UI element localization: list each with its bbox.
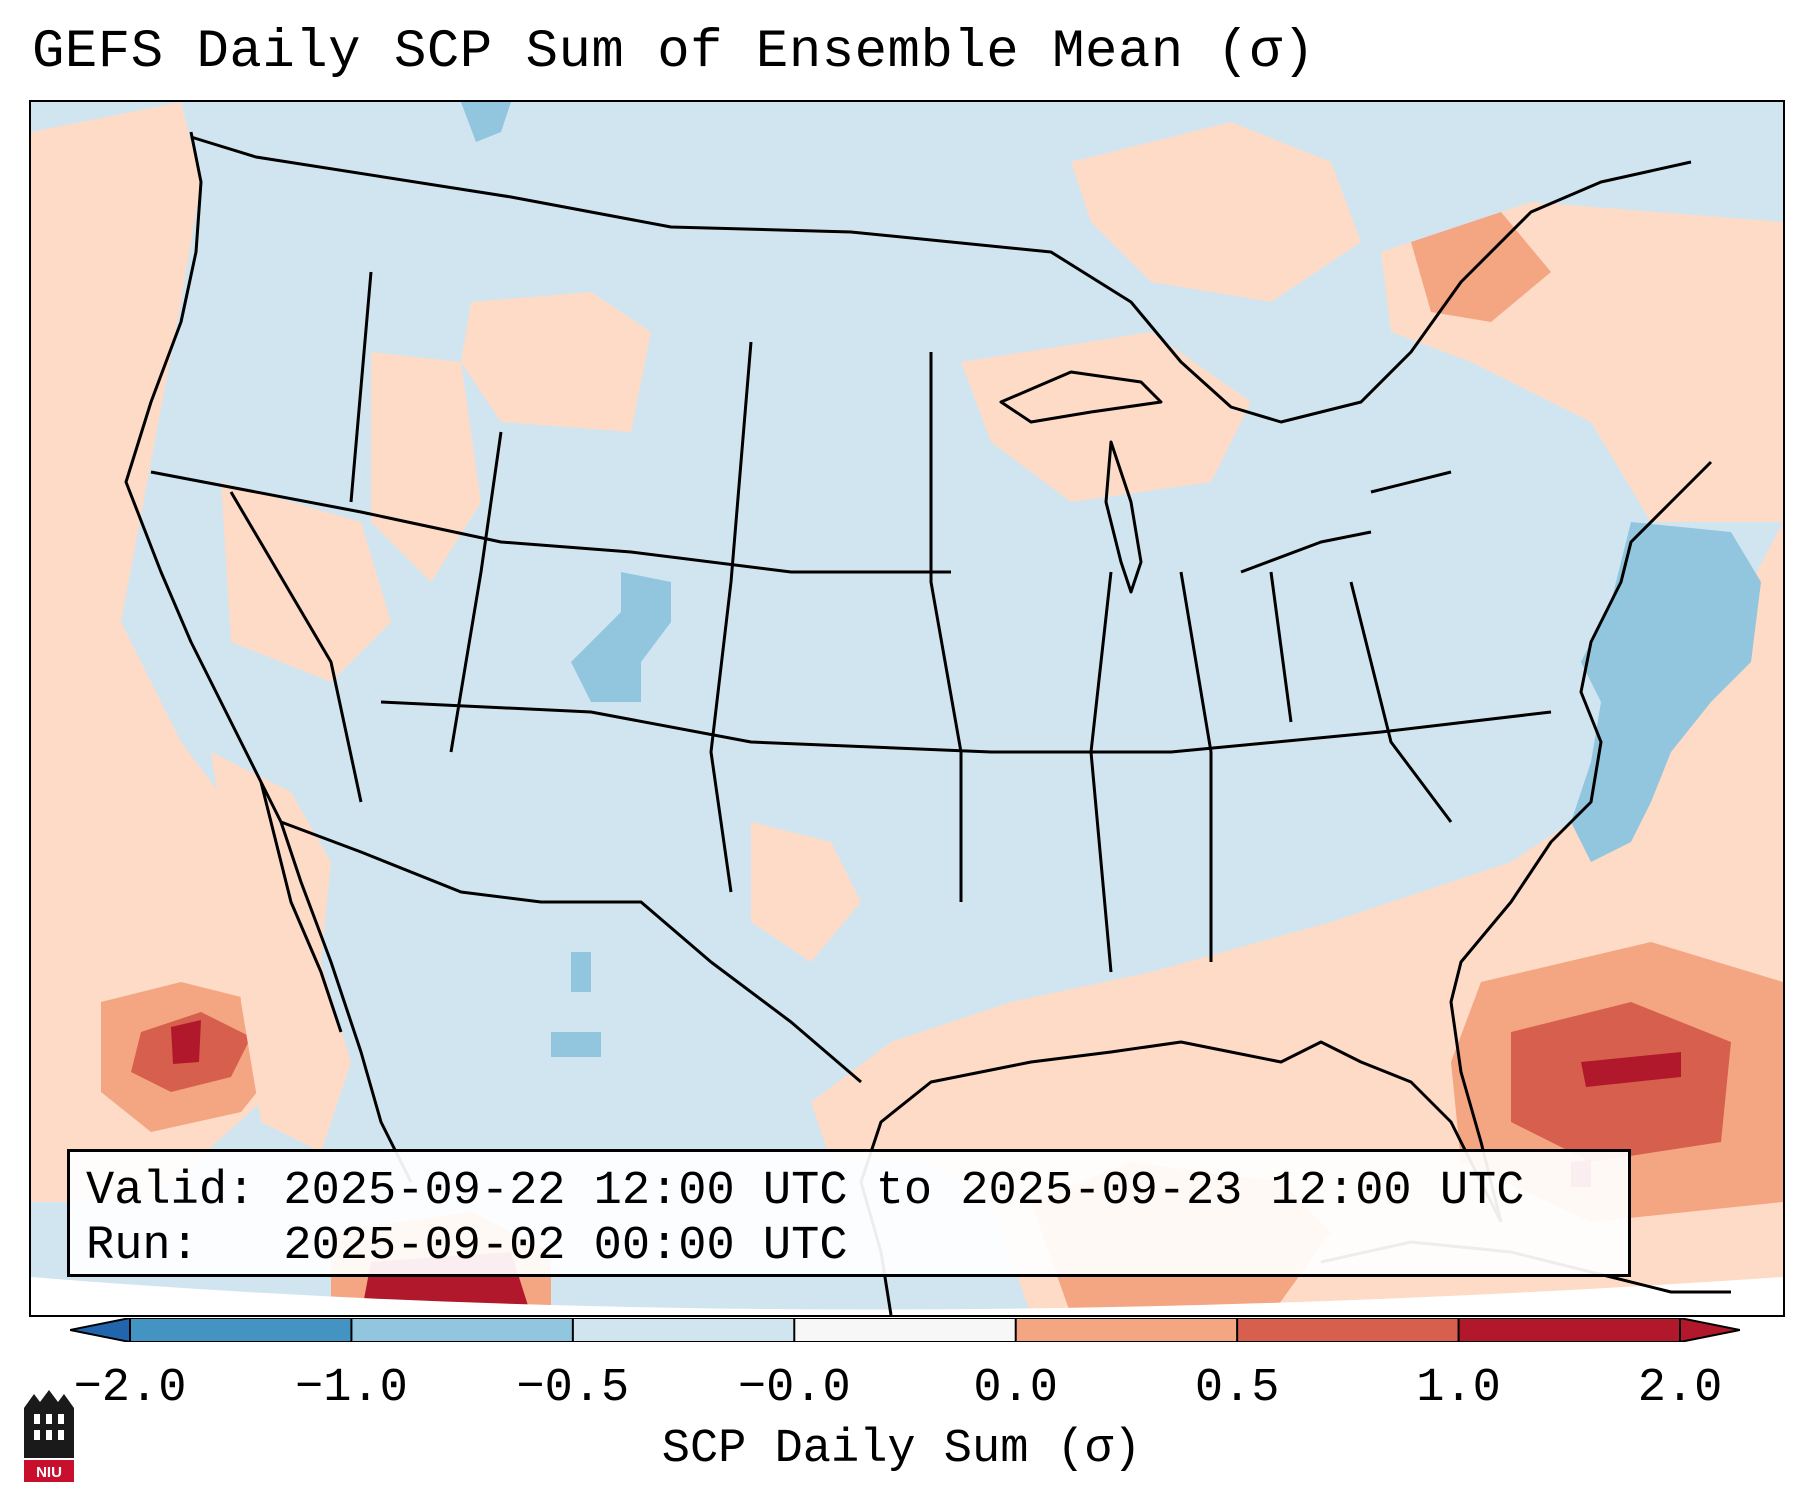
atlantic-coastline [1449, 460, 1713, 1223]
map-panel [29, 100, 1785, 1317]
colorbar-segment [1015, 1318, 1238, 1342]
field-patch-canada-east [1071, 122, 1361, 302]
us-canada-border [190, 135, 1692, 424]
lake-michigan [1104, 440, 1143, 594]
field-patch-baja [211, 752, 351, 1152]
colorbar-segment [130, 1318, 352, 1342]
baja-coastline [259, 781, 343, 1033]
colorbar-extend-low [70, 1318, 130, 1342]
colorbar-tick-label: 1.0 [1416, 1362, 1501, 1415]
field-patch-great-basin [221, 482, 391, 682]
field-patch-idaho-utah [371, 352, 481, 582]
us-mexico-border [280, 820, 862, 1084]
field-patch-montana [461, 292, 651, 432]
colorbar [70, 1318, 1740, 1342]
field-patch-neg-mexico [551, 1032, 601, 1057]
colorbar-segment [572, 1318, 795, 1342]
colorbar-segment [794, 1318, 1017, 1342]
colorbar-segment [1237, 1318, 1460, 1342]
field-patch-neg-atlantic [1571, 522, 1761, 862]
state-lines [150, 271, 1552, 973]
colorbar-tick-label: −1.0 [295, 1362, 408, 1415]
colorbar-label: SCP Daily Sum (σ) [661, 1423, 1142, 1476]
colorbar-tick-label: −0.5 [516, 1362, 630, 1415]
logo-text: NIU [36, 1464, 62, 1481]
valid-time-text: Valid: 2025-09-22 12:00 UTC to 2025-09-2… [86, 1165, 1525, 1218]
colorbar-segment [351, 1318, 574, 1342]
field-patch-neg-colorado [571, 572, 671, 702]
field-patch-quebec [1411, 212, 1551, 322]
pacific-coastline [124, 131, 413, 1183]
colorbar-tick-label: −0.0 [737, 1362, 851, 1415]
field-patch-neg-new-mexico [571, 952, 591, 992]
lake-erie-ontario [1240, 470, 1452, 574]
field-patch-great-lakes [961, 332, 1251, 502]
field-patch-neg-alberta [461, 102, 511, 142]
scp-field-map [31, 102, 1783, 1315]
colorbar-tick-label: 2.0 [1637, 1362, 1723, 1415]
field-patch-atlantic-max [1581, 1052, 1681, 1087]
field-patch-pacific-sw-max [171, 1020, 201, 1064]
projection-edge [31, 1277, 1783, 1315]
validity-info-box: Valid: 2025-09-22 12:00 UTC to 2025-09-2… [67, 1149, 1631, 1277]
niu-logo: NIU [20, 1388, 78, 1484]
field-patch-pacific-coast [31, 102, 291, 1202]
colorbar-extend-high [1680, 1318, 1740, 1342]
map-title: GEFS Daily SCP Sum of Ensemble Mean (σ) [32, 22, 1316, 83]
colorbar-tick-label: 0.0 [973, 1362, 1059, 1415]
field-patch-texas-gulf [751, 822, 861, 962]
colorbar-tick-label: 0.5 [1194, 1362, 1280, 1415]
colorbar-segment [1458, 1318, 1681, 1342]
run-time-text: Run: 2025-09-02 00:00 UTC [86, 1220, 848, 1273]
lake-superior [999, 370, 1163, 424]
colorbar-tick-label: −2.0 [73, 1362, 187, 1415]
